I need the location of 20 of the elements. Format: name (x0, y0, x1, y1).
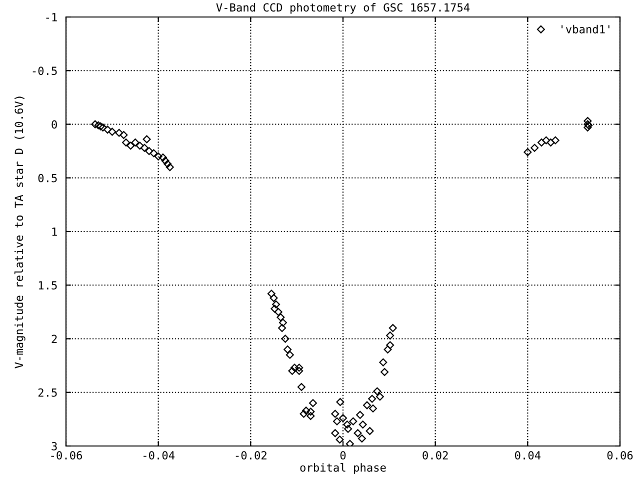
y-tick-label: 0 (52, 120, 57, 129)
y-tick-label: 1 (52, 228, 57, 236)
x-tick-label: -0.04 (144, 451, 175, 460)
y-tick-label: 2 (52, 334, 57, 343)
x-tick-label: 0.06 (607, 451, 633, 460)
x-axis-title: orbital phase (300, 463, 386, 474)
x-tick-label: -0.02 (236, 451, 266, 460)
y-tick-label: -1 (46, 13, 57, 22)
x-tick-label: 0.02 (422, 451, 448, 460)
y-axis-title: V-magnitude relative to TA star D (10.6V) (14, 96, 26, 368)
legend-label: 'vband1' (562, 24, 610, 34)
chart-title: V-Band CCD photometry of GSC 1657.1754 (216, 3, 470, 14)
y-tick-label: 3 (52, 442, 57, 450)
y-tick-label: 1.5 (38, 281, 57, 290)
y-tick-label: -0.5 (32, 66, 57, 76)
y-tick-label: 2.5 (38, 388, 57, 397)
x-tick-label: 0 (340, 451, 346, 460)
y-tick-label: 0.5 (38, 174, 57, 182)
x-tick-label: 0.04 (515, 451, 541, 460)
x-tick-label: -0.06 (51, 451, 82, 460)
